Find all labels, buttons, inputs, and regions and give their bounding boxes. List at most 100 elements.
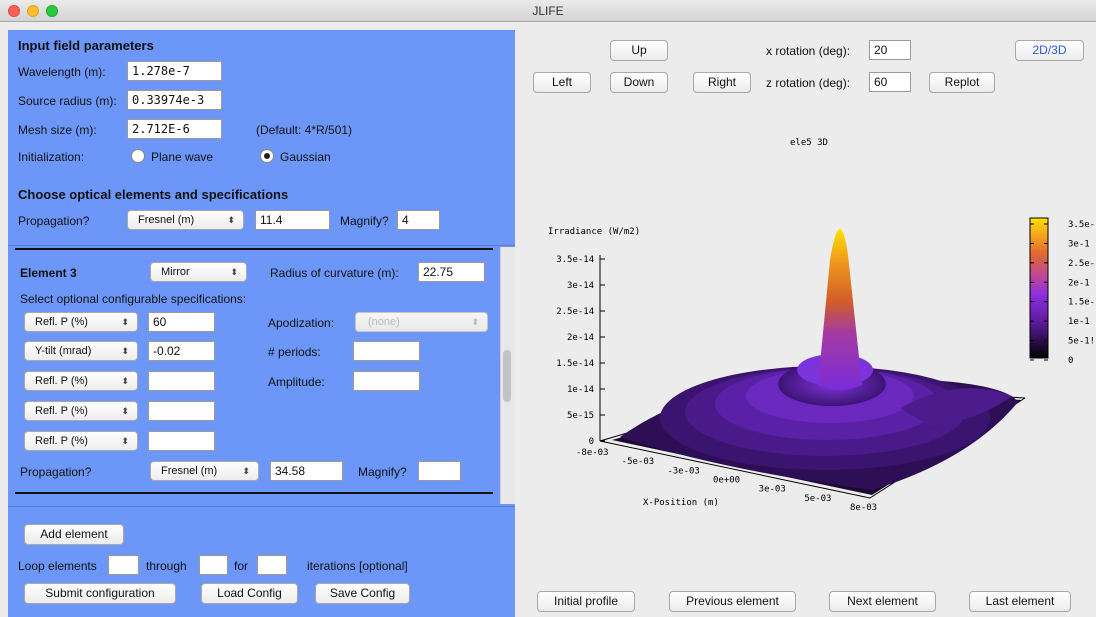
loop-to-input[interactable] xyxy=(199,555,228,575)
periods-input[interactable] xyxy=(353,341,420,361)
element-magnify-input[interactable] xyxy=(418,461,461,481)
source-radius-input[interactable]: 0.33974e-3 xyxy=(127,90,222,110)
z-tick-label: 5e-15 xyxy=(567,411,594,421)
down-button[interactable]: Down xyxy=(610,72,668,93)
z-tick-label: 2.5e-14 xyxy=(556,307,594,317)
gaussian-label: Gaussian xyxy=(280,150,331,164)
optional-specs-label: Select optional configurable specificati… xyxy=(20,292,247,306)
propagation-distance-input[interactable]: 11.4 xyxy=(255,210,330,230)
spec-value-4[interactable] xyxy=(148,401,215,421)
colorbar-tick-label: 1.5e- xyxy=(1068,298,1095,308)
initialization-label: Initialization: xyxy=(18,150,85,164)
z-tick-label: 3.5e-14 xyxy=(556,255,594,265)
x-rotation-input[interactable]: 20 xyxy=(869,40,911,60)
spec-select-4[interactable]: Refl. P (%) ⬍ xyxy=(24,401,138,421)
up-button[interactable]: Up xyxy=(610,40,668,61)
select-arrows-icon: ⬍ xyxy=(471,317,479,327)
amplitude-input[interactable] xyxy=(353,371,420,391)
propagation-label: Propagation? xyxy=(18,214,90,228)
element-propagation-value: Fresnel (m) xyxy=(161,465,218,477)
x-tick-label: 0e+00 xyxy=(713,476,740,486)
toggle-2d-3d-button[interactable]: 2D/3D xyxy=(1015,40,1084,61)
spec-value-3[interactable] xyxy=(148,371,215,391)
close-window-icon[interactable] xyxy=(8,5,20,17)
spec-value-5[interactable] xyxy=(148,431,215,451)
apodization-value: (none) xyxy=(368,316,400,328)
select-arrows-icon: ⬍ xyxy=(121,317,129,327)
z-axis-ticks: 3.5e-14 3e-14 2.5e-14 2e-14 1.5e-14 1e-14 5e-1… xyxy=(556,255,605,447)
colorbar-tick-label: 0 xyxy=(1068,356,1073,366)
title-bar: JLIFE xyxy=(0,0,1096,22)
wavelength-label: Wavelength (m): xyxy=(18,65,106,79)
radius-curvature-input[interactable]: 22.75 xyxy=(418,262,485,282)
source-radius-label: Source radius (m): xyxy=(18,94,117,108)
magnify-input[interactable]: 4 xyxy=(397,210,440,230)
mesh-size-input[interactable]: 2.712E-6 xyxy=(127,119,222,139)
magnify-label: Magnify? xyxy=(340,214,389,228)
propagation-select-value: Fresnel (m) xyxy=(138,214,195,226)
zoom-window-icon[interactable] xyxy=(46,5,58,17)
element-propagation-label: Propagation? xyxy=(20,465,92,479)
spec-select-5[interactable]: Refl. P (%) ⬍ xyxy=(24,431,138,451)
wavelength-input[interactable]: 1.278e-7 xyxy=(127,61,222,81)
select-arrows-icon: ⬍ xyxy=(121,376,129,386)
last-element-button[interactable]: Last element xyxy=(969,591,1071,612)
x-tick-label: 8e-03 xyxy=(850,503,877,513)
mesh-size-label: Mesh size (m): xyxy=(18,123,97,137)
scrollbar-thumb[interactable] xyxy=(503,350,511,402)
spec-select-value: Refl. P (%) xyxy=(35,435,88,447)
spec-select-3[interactable]: Refl. P (%) ⬍ xyxy=(24,371,138,391)
x-axis-line xyxy=(599,440,871,499)
element-type-select[interactable]: Mirror ⬍ xyxy=(150,262,247,282)
apodization-label: Apodization: xyxy=(268,316,335,330)
element-propagation-input[interactable]: 34.58 xyxy=(270,461,343,481)
loop-elements-label: Loop elements xyxy=(18,559,97,573)
colorbar-tick-label: 2.5e- xyxy=(1068,259,1095,269)
left-button[interactable]: Left xyxy=(533,72,591,93)
next-element-button[interactable]: Next element xyxy=(829,591,936,612)
add-element-button[interactable]: Add element xyxy=(24,524,124,545)
element-title: Element 3 xyxy=(20,266,77,280)
select-arrows-icon: ⬍ xyxy=(121,406,129,416)
surface-central-peak xyxy=(818,228,862,390)
colorbar-tick-label: 2e-1 xyxy=(1068,278,1090,288)
colorbar-tick-label: 1e-1 xyxy=(1068,317,1090,327)
select-arrows-icon: ⬍ xyxy=(227,215,235,225)
replot-button[interactable]: Replot xyxy=(929,72,995,93)
irradiance-surface xyxy=(612,228,1022,495)
for-label: for xyxy=(234,559,249,573)
submit-configuration-button[interactable]: Submit configuration xyxy=(24,583,176,604)
previous-element-button[interactable]: Previous element xyxy=(669,591,796,612)
loop-iterations-input[interactable] xyxy=(257,555,287,575)
minimize-window-icon[interactable] xyxy=(27,5,39,17)
right-button[interactable]: Right xyxy=(693,72,751,93)
plane-wave-label: Plane wave xyxy=(151,150,214,164)
select-arrows-icon: ⬍ xyxy=(242,466,250,476)
spec-value-1[interactable]: 60 xyxy=(148,312,215,332)
plot-title: ele5 3D xyxy=(790,138,828,148)
spec-select-value: Refl. P (%) xyxy=(35,316,88,328)
irradiance-3d-plot: ele5 3D Irradiance (W/m2) X-Position (m)… xyxy=(548,138,1095,513)
x-rotation-label: x rotation (deg): xyxy=(766,44,851,58)
gaussian-radio[interactable] xyxy=(260,149,274,163)
spec-select-value: Y-tilt (mrad) xyxy=(35,345,92,357)
element-bottom-divider xyxy=(15,492,493,494)
spec-value-2[interactable]: -0.02 xyxy=(148,341,215,361)
spec-select-1[interactable]: Refl. P (%) ⬍ xyxy=(24,312,138,332)
surface-right-edge xyxy=(900,388,1012,426)
save-config-button[interactable]: Save Config xyxy=(315,583,410,604)
x-axis-label: X-Position (m) xyxy=(643,498,719,508)
z-rotation-input[interactable]: 60 xyxy=(869,72,911,92)
x-tick-label: 5e-03 xyxy=(804,494,831,504)
propagation-select[interactable]: Fresnel (m) ⬍ xyxy=(127,210,244,230)
spec-select-2[interactable]: Y-tilt (mrad) ⬍ xyxy=(24,341,138,361)
x-axis-ticks: -8e-03 -5e-03 -3e-03 0e+00 3e-03 5e-03 8e-03 xyxy=(576,448,877,513)
element-propagation-select[interactable]: Fresnel (m) ⬍ xyxy=(150,461,259,481)
load-config-button[interactable]: Load Config xyxy=(201,583,298,604)
plane-wave-radio[interactable] xyxy=(131,149,145,163)
initial-profile-button[interactable]: Initial profile xyxy=(537,591,635,612)
loop-from-input[interactable] xyxy=(108,555,139,575)
select-arrows-icon: ⬍ xyxy=(121,436,129,446)
x-tick-label: -3e-03 xyxy=(667,466,700,476)
mesh-default-note: (Default: 4*R/501) xyxy=(256,123,353,137)
